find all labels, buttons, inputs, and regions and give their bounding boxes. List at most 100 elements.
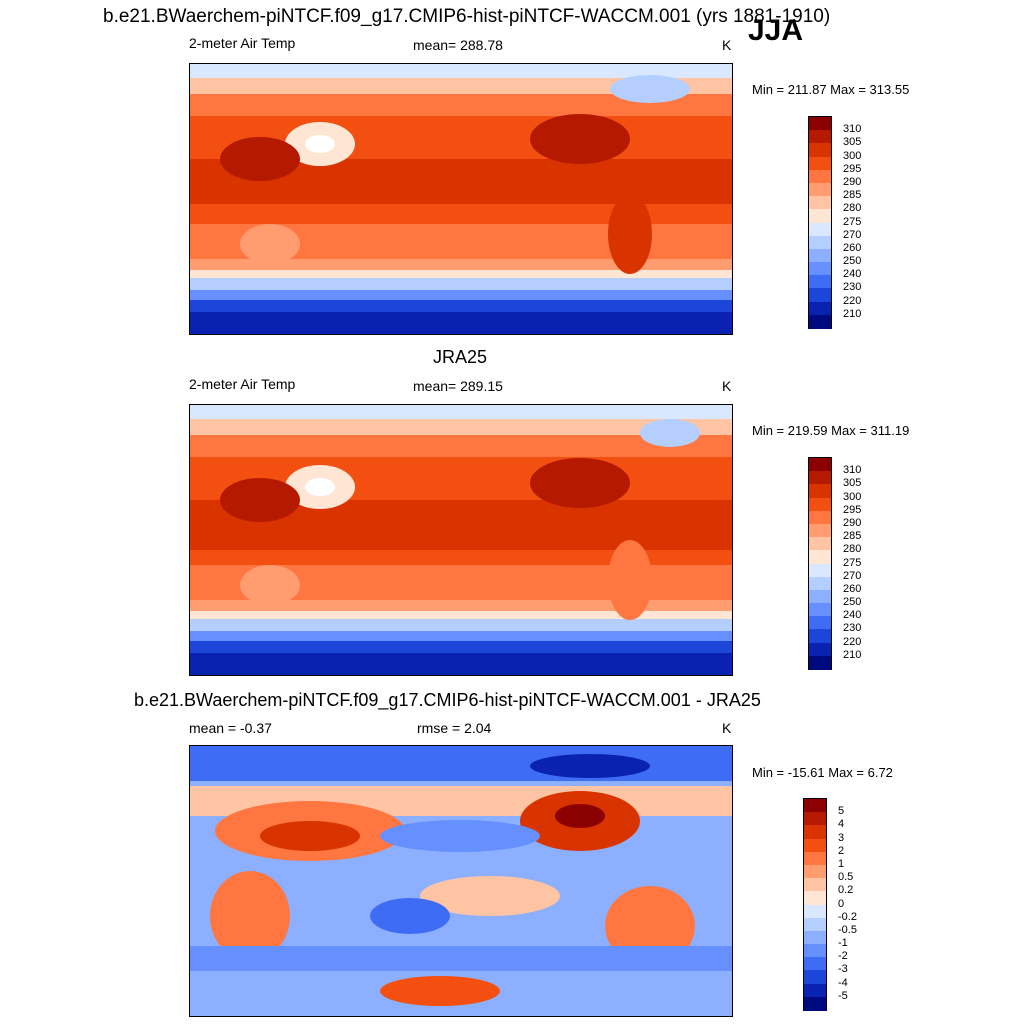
- colorbar-tick-label: 250: [843, 596, 862, 609]
- colorbar-tick-label: -1: [838, 937, 848, 950]
- colorbar-swatch: [809, 288, 831, 303]
- panel3-mean: mean = -0.37: [189, 720, 272, 736]
- colorbar-swatch: [809, 616, 831, 630]
- colorbar-tick-label: 305: [843, 136, 862, 149]
- colorbar-swatch: [809, 196, 831, 210]
- colorbar-swatch: [809, 169, 831, 184]
- colorbar-tick-label: -0.2: [838, 910, 857, 923]
- colorbar-swatch: [809, 156, 831, 171]
- panel1-units: K: [722, 37, 732, 53]
- colorbar-tick-label: 4: [838, 818, 845, 831]
- colorbar-swatch: [809, 117, 831, 131]
- panel3-units: K: [722, 720, 732, 736]
- colorbar-tick-label: -0.5: [838, 923, 857, 936]
- colorbar-tick-label: 290: [843, 175, 862, 188]
- colorbar-tick-label: 295: [843, 503, 862, 516]
- colorbar-tick-label: 240: [843, 268, 862, 281]
- colorbar-swatch: [804, 864, 826, 879]
- colorbar-tick-label: 285: [843, 530, 862, 543]
- panel1-map-plot: [190, 64, 732, 334]
- panel3-map: [189, 745, 733, 1017]
- colorbar-swatch: [809, 523, 831, 538]
- colorbar-tick-label: 230: [843, 281, 862, 294]
- panel2-colorbar: 310 305 300 295 290 285 280 275 270 260 250 240 230 2…: [808, 457, 861, 670]
- colorbar-tick-label: 3: [838, 831, 845, 844]
- colorbar-swatch: [809, 655, 831, 670]
- colorbar-swatch: [804, 983, 826, 998]
- colorbar-tick-label: 220: [843, 635, 862, 648]
- panel2-mean: mean= 289.15: [413, 378, 503, 394]
- season-label: JJA: [748, 14, 804, 47]
- colorbar-swatch: [809, 537, 831, 551]
- colorbar-tick-label: -5: [838, 989, 848, 1002]
- colorbar-tick-label: 0.5: [838, 871, 854, 884]
- figure-title: b.e21.BWaerchem-piNTCF.f09_g17.CMIP6-his…: [103, 6, 831, 27]
- colorbar-swatch: [809, 314, 831, 329]
- colorbar-tick-label: 0.2: [838, 884, 854, 897]
- colorbar-tick-label: 5: [838, 805, 845, 818]
- colorbar-tick-label: 285: [843, 189, 862, 202]
- colorbar-tick-label: 260: [843, 241, 862, 254]
- colorbar-tick-label: 300: [843, 149, 862, 162]
- colorbar-tick-label: -3: [838, 963, 848, 976]
- colorbar-swatch: [809, 484, 831, 499]
- colorbar-tick-label: 1: [838, 857, 845, 870]
- colorbar-swatch: [809, 550, 831, 564]
- colorbar-swatch: [804, 812, 826, 826]
- panel2-variable: 2-meter Air Temp: [189, 376, 296, 392]
- panel3-minmax: Min = -15.61 Max = 6.72: [752, 765, 893, 780]
- colorbar-swatch: [809, 130, 831, 144]
- colorbar-swatch: [804, 799, 826, 813]
- panel3-title: b.e21.BWaerchem-piNTCF.f09_g17.CMIP6-his…: [134, 690, 761, 710]
- colorbar-tick-label: 275: [843, 556, 862, 569]
- panel3-colorbar: 5 4 3 2 1 0.5 0.2 0 -0.2 -0.5 -1 -2 -3 -4 -5: [803, 798, 857, 1011]
- colorbar-tick-label: -2: [838, 950, 848, 963]
- colorbar-swatch: [809, 510, 831, 525]
- colorbar-swatch: [809, 275, 831, 289]
- colorbar-swatch: [804, 917, 826, 932]
- panel1-minmax: Min = 211.87 Max = 313.55: [752, 82, 910, 97]
- colorbar-swatch: [809, 262, 831, 276]
- panel2-minmax: Min = 219.59 Max = 311.19: [752, 423, 910, 438]
- colorbar-swatch: [809, 576, 831, 591]
- colorbar-swatch: [809, 182, 831, 197]
- colorbar-swatch: [804, 904, 826, 919]
- colorbar-swatch: [809, 589, 831, 604]
- colorbar-tick-label: 270: [843, 228, 862, 241]
- colorbar-swatch: [804, 838, 826, 853]
- colorbar-swatch: [804, 825, 826, 840]
- colorbar-tick-label: 280: [843, 543, 862, 556]
- colorbar-swatch: [809, 603, 831, 617]
- colorbar-swatch: [809, 458, 831, 472]
- colorbar-swatch: [809, 209, 831, 223]
- colorbar-tick-label: 295: [843, 162, 862, 175]
- colorbar-tick-label: 2: [838, 844, 845, 857]
- panel1-variable: 2-meter Air Temp: [189, 35, 296, 51]
- panel2-units: K: [722, 378, 732, 394]
- panel3-map-plot: [190, 746, 732, 1016]
- colorbar-swatch: [804, 996, 826, 1011]
- colorbar-tick-label: 210: [843, 307, 862, 320]
- colorbar-tick-label: 300: [843, 490, 862, 503]
- colorbar-tick-label: 0: [838, 897, 845, 910]
- colorbar-swatch: [804, 878, 826, 892]
- colorbar-tick-label: 310: [843, 464, 862, 477]
- colorbar-swatch: [804, 891, 826, 905]
- colorbar-swatch: [804, 957, 826, 971]
- colorbar-swatch: [804, 851, 826, 866]
- panel1-map: [189, 63, 733, 335]
- panel2-map-plot: [190, 405, 732, 675]
- colorbar-swatch: [809, 301, 831, 316]
- colorbar-swatch: [809, 235, 831, 250]
- panel3-rmse: rmse = 2.04: [417, 720, 492, 736]
- colorbar-swatch: [804, 970, 826, 985]
- panel1-colorbar: 310 305 300 295 290 285 280 275 270 260 250 240 230 2…: [808, 116, 861, 329]
- colorbar-tick-label: 250: [843, 255, 862, 268]
- colorbar-swatch: [809, 222, 831, 237]
- colorbar-tick-label: 270: [843, 569, 862, 582]
- colorbar-tick-label: 210: [843, 648, 862, 661]
- colorbar-tick-label: 280: [843, 202, 862, 215]
- panel2-map: [189, 404, 733, 676]
- colorbar-swatch: [809, 497, 831, 512]
- colorbar-swatch: [809, 248, 831, 263]
